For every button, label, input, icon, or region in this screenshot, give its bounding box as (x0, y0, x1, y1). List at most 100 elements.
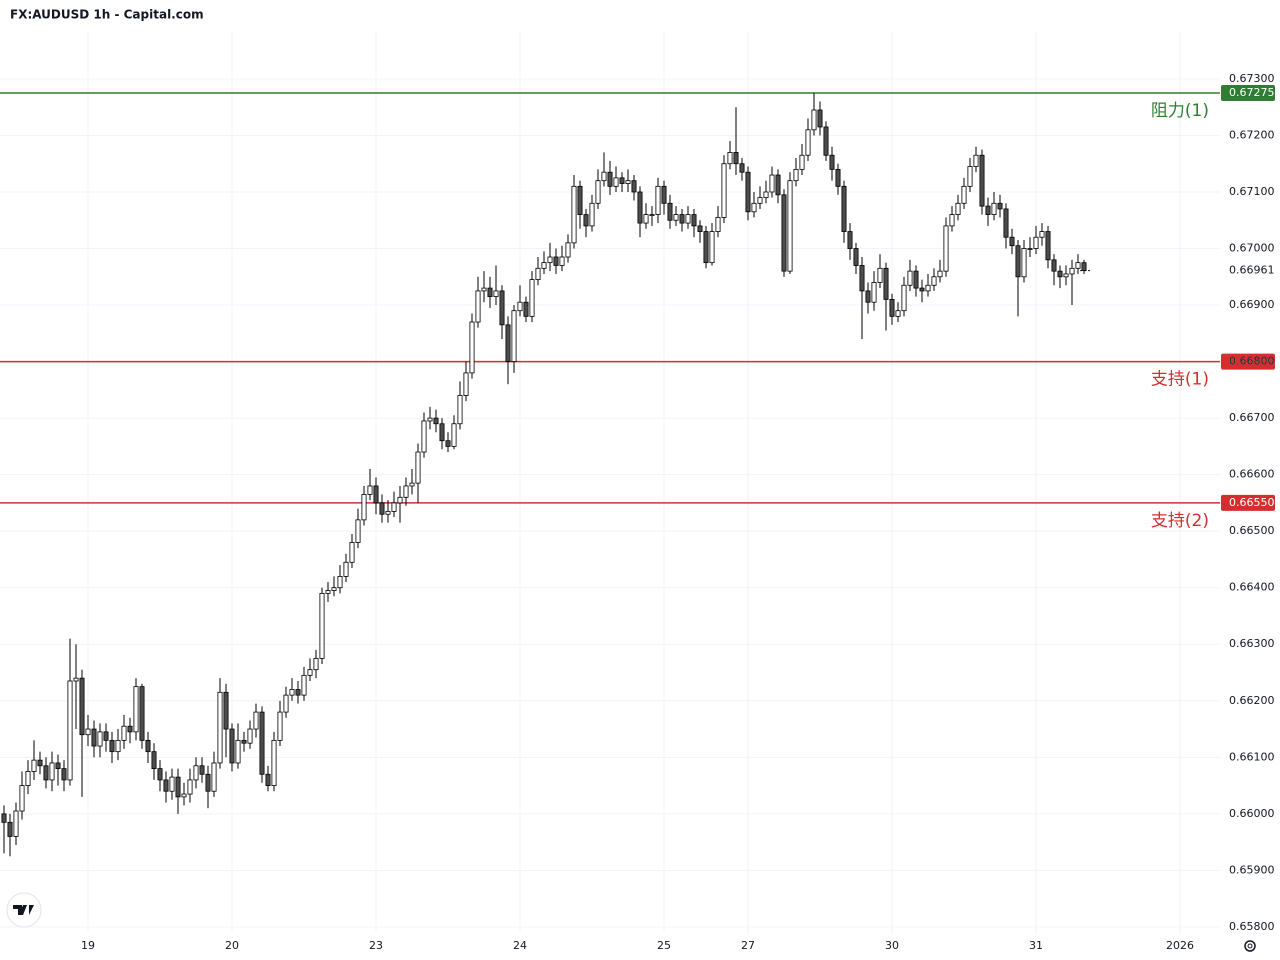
candle-body (499, 290, 505, 326)
candle-body (265, 773, 271, 786)
candle-body (565, 242, 571, 258)
candle-body (319, 592, 325, 659)
candle-body (445, 440, 451, 447)
candle-body (235, 739, 241, 764)
candle-body (625, 180, 631, 184)
candle-body (151, 751, 157, 770)
candle-body (7, 821, 13, 837)
candle-body (187, 779, 193, 795)
candle-body (979, 154, 985, 207)
candle-body (709, 231, 715, 264)
levels: 0.67275 阻力(1) 0.66800 支持(1) 0.66550 支持(2) 0.66… (0, 85, 1275, 531)
candle-body (895, 310, 901, 317)
candle-body (439, 423, 445, 442)
candle-body (115, 739, 121, 753)
y-tick-label: 0.66200 (1229, 694, 1275, 707)
candle-body (145, 739, 151, 753)
candle-body (1021, 248, 1027, 278)
candle-body (763, 191, 769, 199)
y-tick-label: 0.66800 (1229, 355, 1275, 368)
candle-body (79, 677, 85, 736)
candle-body (331, 587, 337, 591)
y-tick-label: 0.66900 (1229, 298, 1275, 311)
candle-body (109, 739, 115, 753)
candle-body (505, 324, 511, 362)
candle-body (241, 739, 247, 744)
y-tick-label: 0.65800 (1229, 920, 1275, 933)
candle-body (259, 711, 265, 775)
candle-body (1081, 262, 1087, 271)
candle-body (1075, 262, 1081, 269)
candle-body (49, 762, 55, 781)
y-tick-label: 0.66600 (1229, 468, 1275, 481)
candle-body (649, 214, 655, 217)
candle-body (31, 759, 37, 772)
candle-body (853, 248, 859, 266)
candle-body (685, 214, 691, 224)
y-tick-label: 0.66000 (1229, 807, 1275, 820)
candle-body (205, 773, 211, 792)
x-tick-label: 19 (81, 939, 95, 952)
candle-body (997, 202, 1003, 210)
candle-body (667, 202, 673, 221)
candle-body (631, 180, 637, 193)
tv-logo (6, 892, 42, 928)
candle-body (229, 728, 235, 764)
candle-body (823, 126, 829, 156)
candle-body (541, 262, 547, 269)
chart-title: FX:AUDUSD 1h - Capital.com (10, 8, 204, 22)
candle-body (457, 395, 463, 425)
candle-body (475, 290, 481, 323)
candle-body (619, 177, 625, 184)
candle-body (691, 214, 697, 227)
candle-body (721, 163, 727, 218)
candle-body (217, 691, 223, 764)
candle-body (253, 711, 259, 730)
candle-body (703, 231, 709, 264)
last-price-tag (1221, 262, 1275, 279)
x-tick-label: 23 (369, 939, 383, 952)
candle-body (775, 174, 781, 196)
candle-body (121, 725, 127, 741)
y-tick-label: 0.67300 (1229, 72, 1275, 85)
candle-body (1057, 270, 1063, 278)
x-tick-label: 25 (657, 939, 671, 952)
candle-body (781, 194, 787, 272)
x-tick-label: 31 (1029, 939, 1043, 952)
candle-body (85, 728, 91, 736)
candle-body (463, 372, 469, 396)
candle-body (481, 287, 487, 292)
candle-body (349, 542, 355, 563)
level-name: 支持(1) (1151, 370, 1209, 390)
candle-body (337, 576, 343, 589)
candle-body (277, 711, 283, 741)
candle-body (325, 590, 331, 594)
candle-body (907, 270, 913, 286)
candle-body (169, 776, 175, 792)
candle-body (175, 776, 181, 798)
candle-body (391, 502, 397, 512)
candle-body (295, 689, 301, 696)
candle-body (913, 270, 919, 289)
candle-body (967, 166, 973, 187)
candle-body (19, 785, 25, 812)
candle-body (1009, 236, 1015, 247)
settings-icon[interactable] (1244, 940, 1256, 952)
candle-body (415, 451, 421, 484)
candle-body (343, 561, 349, 577)
candle-body (697, 225, 703, 232)
y-tick-label: 0.67100 (1229, 185, 1275, 198)
candle-body (817, 109, 823, 128)
candle-body (211, 762, 217, 792)
candle-body (421, 420, 427, 453)
candle-body (961, 185, 967, 204)
candle-body (493, 290, 499, 297)
candle-body (799, 154, 805, 170)
candle-body (139, 686, 145, 741)
candle-body (793, 168, 799, 182)
x-tick-label: 30 (885, 939, 899, 952)
candle-body (247, 728, 253, 744)
candle-body (661, 185, 667, 204)
level-price-tag (1221, 494, 1275, 511)
candle-body (583, 214, 589, 227)
